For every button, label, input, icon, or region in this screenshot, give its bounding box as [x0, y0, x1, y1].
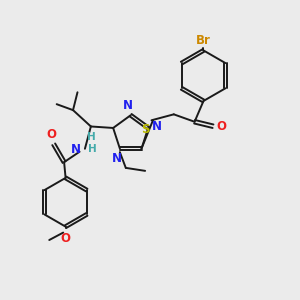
Text: O: O [46, 128, 56, 141]
Text: N: N [112, 152, 122, 165]
Text: O: O [216, 120, 226, 133]
Text: H: H [87, 132, 96, 142]
Text: N: N [123, 99, 133, 112]
Text: Br: Br [196, 34, 211, 47]
Text: O: O [61, 232, 70, 245]
Text: N: N [152, 120, 162, 133]
Text: H: H [88, 144, 97, 154]
Text: N: N [71, 143, 81, 156]
Text: S: S [142, 123, 150, 136]
